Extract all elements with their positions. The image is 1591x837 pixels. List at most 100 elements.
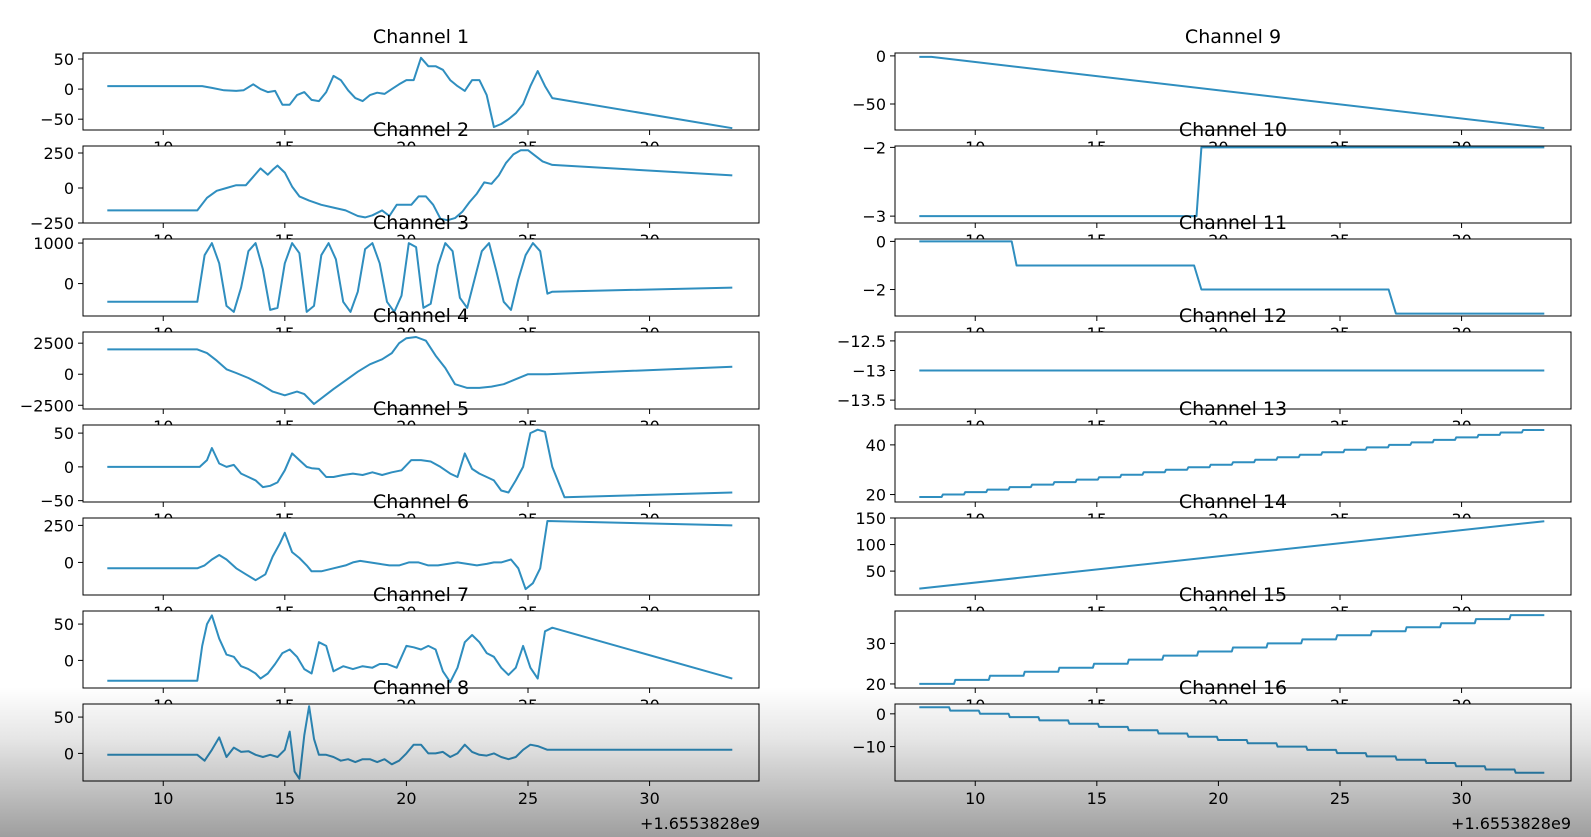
channel-15-y-tick-label: 20	[866, 675, 886, 694]
channel-5-title: Channel 5	[373, 398, 469, 420]
channel-3-y-tick-label: 1000	[33, 234, 74, 253]
channel-11-plot-area	[895, 239, 1571, 316]
channel-2-y-tick-label: −250	[30, 214, 74, 233]
channel-14-series-line	[919, 520, 1545, 590]
channel-10-title: Channel 10	[1179, 119, 1287, 141]
channel-7-title: Channel 7	[373, 584, 469, 606]
channel-16-title: Channel 16	[1179, 677, 1287, 699]
channel-1-axes-frame	[82, 52, 760, 131]
channel-11-series-line	[919, 240, 1545, 315]
x-offset-label-left: +1.6553828e9	[640, 814, 760, 833]
channel-4-y-tick-label: −2500	[20, 396, 74, 415]
channel-13-y-tick-label: 40	[866, 436, 886, 455]
channel-3-panel: 101520253010000Channel 3	[33, 212, 760, 343]
channel-2-y-tick-label: 250	[43, 144, 74, 163]
channel-8-x-tick-label: 15	[275, 789, 295, 808]
channel-13-y-tick-label: 20	[866, 486, 886, 505]
channel-16-x-tick-label: 30	[1451, 789, 1471, 808]
channel-15-title: Channel 15	[1179, 584, 1287, 606]
channel-14-panel: 101520253015010050Channel 14	[855, 491, 1572, 622]
channel-1-y-tick-label: 50	[54, 50, 74, 69]
channel-2-axes-frame	[82, 145, 760, 224]
channel-16-panel: 10 15 20 25 30 0 −10 Channel 16	[852, 677, 1572, 808]
channel-16-y-tick-label: −10	[852, 738, 886, 757]
channel-14-y-tick-label: 100	[855, 536, 886, 555]
channel-13-axes-frame	[894, 424, 1572, 503]
channel-6-series-line	[107, 520, 733, 591]
channel-1-y-tick-label: −50	[40, 110, 74, 129]
channel-8-x-tick-label: 30	[639, 789, 659, 808]
channel-12-y-tick-label: −12.5	[837, 332, 886, 351]
x-offset-label-right: +1.6553828e9	[1451, 814, 1571, 833]
channel-16-x-tick-label: 25	[1330, 789, 1350, 808]
channel-12-y-tick-label: −13	[852, 362, 886, 381]
channel-4-y-tick-label: 2500	[33, 334, 74, 353]
channel-7-axes-frame	[82, 610, 760, 689]
channel-11-y-tick-label: 0	[876, 232, 886, 251]
channel-12-y-tick-label: −13.5	[837, 391, 886, 410]
channel-10-series-line	[919, 146, 1545, 218]
channel-14-y-tick-label: 50	[866, 562, 886, 581]
channel-4-title: Channel 4	[373, 305, 469, 327]
channel-1-y-tick-label: 0	[64, 80, 74, 99]
channel-9-y-tick-label: −50	[852, 95, 886, 114]
channel-7-y-tick-label: 50	[54, 615, 74, 634]
channel-8-y-tick-label: 0	[64, 744, 74, 763]
channel-13-series-line	[919, 429, 1545, 498]
channel-8-plot-area	[83, 704, 759, 781]
channel-8-series-line	[107, 705, 733, 780]
channel-1-plot-area	[83, 53, 759, 130]
channel-6-plot-area	[83, 518, 759, 595]
channel-8-x-tick-label: 25	[518, 789, 538, 808]
channel-8-x-tick-label: 20	[396, 789, 416, 808]
channel-16-series-line	[919, 706, 1545, 774]
channel-3-series-line	[107, 242, 733, 313]
channel-3-axes-frame	[82, 238, 760, 317]
channel-8-panel: 10 15 20 25 30 50 0 Channel 8	[54, 677, 760, 808]
channel-2-title: Channel 2	[373, 119, 469, 141]
channel-14-axes-frame	[894, 517, 1572, 596]
channel-8-title: Channel 8	[373, 677, 469, 699]
channel-8-axes-frame	[82, 703, 760, 782]
channel-11-y-tick-label: −2	[862, 281, 886, 300]
channel-5-series-line	[107, 428, 733, 499]
channel-15-series-line	[919, 614, 1545, 685]
channel-16-x-tick-label: 20	[1208, 789, 1228, 808]
channel-9-axes-frame	[894, 52, 1572, 131]
channel-15-y-tick-label: 30	[866, 634, 886, 653]
channel-11-title: Channel 11	[1179, 212, 1287, 234]
channel-15-panel: 10152025303020Channel 15	[866, 584, 1572, 715]
channel-9-y-tick-label: 0	[876, 47, 886, 66]
channel-6-panel: 10152025302500Channel 6	[43, 491, 760, 622]
channel-12-axes-frame	[894, 331, 1572, 410]
channel-4-series-line	[107, 336, 733, 405]
channel-10-plot-area	[895, 146, 1571, 223]
channel-3-title: Channel 3	[373, 212, 469, 234]
channel-5-y-tick-label: −50	[40, 492, 74, 511]
channel-2-y-tick-label: 0	[64, 179, 74, 198]
channel-15-axes-frame	[894, 610, 1572, 689]
channel-16-x-tick-label: 10	[965, 789, 985, 808]
channel-5-axes-frame	[82, 424, 760, 503]
channel-9-series-line	[919, 55, 1545, 130]
channel-16-y-tick-label: 0	[876, 705, 886, 724]
channel-1-series-line	[107, 56, 733, 130]
channel-11-axes-frame	[894, 238, 1572, 317]
channel-16-plot-area	[895, 704, 1571, 781]
channel-14-y-tick-label: 150	[855, 509, 886, 528]
channel-10-y-tick-label: −2	[862, 138, 886, 157]
channel-14-title: Channel 14	[1179, 491, 1287, 513]
channel-7-y-tick-label: 0	[64, 651, 74, 670]
channel-16-x-tick-label: 15	[1087, 789, 1107, 808]
channel-5-y-tick-label: 0	[64, 458, 74, 477]
channel-6-axes-frame	[82, 517, 760, 596]
channel-16-axes-frame	[894, 703, 1572, 782]
channel-8-x-tick-label: 10	[153, 789, 173, 808]
